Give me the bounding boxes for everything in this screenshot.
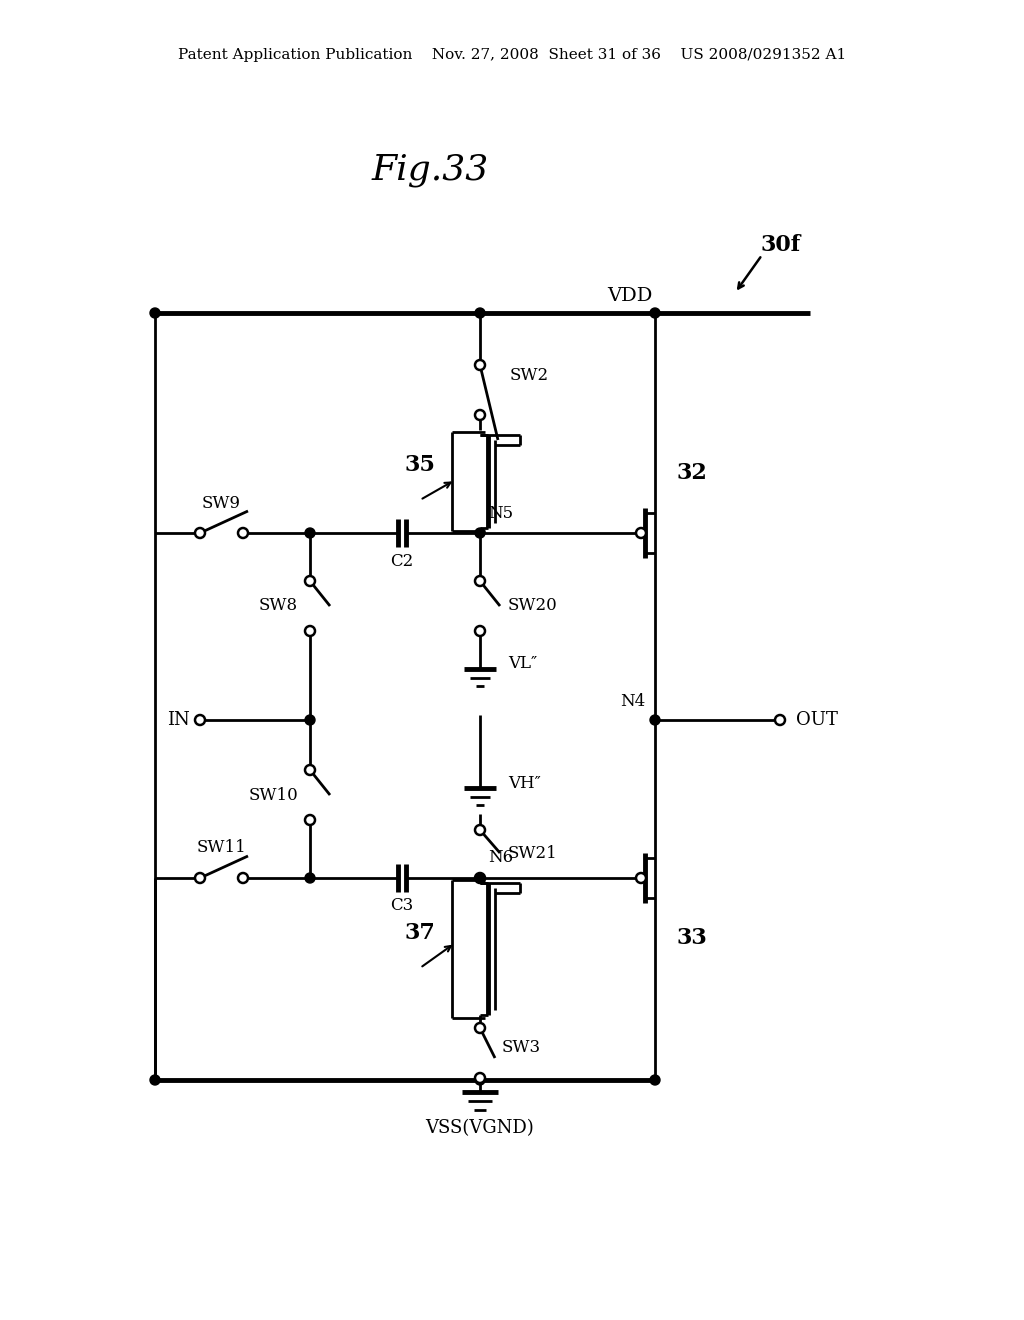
Circle shape — [475, 528, 485, 539]
Circle shape — [195, 715, 205, 725]
Text: IN: IN — [167, 711, 190, 729]
Circle shape — [305, 873, 315, 883]
Text: SW2: SW2 — [510, 367, 549, 384]
Text: SW21: SW21 — [508, 846, 558, 862]
Text: 35: 35 — [406, 454, 436, 477]
Circle shape — [475, 1074, 485, 1085]
Text: Fig.33: Fig.33 — [372, 153, 488, 187]
Circle shape — [475, 576, 485, 586]
Circle shape — [195, 873, 205, 883]
Text: SW9: SW9 — [202, 495, 241, 511]
Circle shape — [305, 576, 315, 586]
Circle shape — [475, 308, 485, 318]
Text: C2: C2 — [390, 553, 414, 569]
Text: OUT: OUT — [796, 711, 838, 729]
Text: C3: C3 — [390, 898, 414, 915]
Text: N5: N5 — [488, 504, 513, 521]
Circle shape — [150, 308, 160, 318]
Circle shape — [305, 626, 315, 636]
Circle shape — [475, 411, 485, 420]
Circle shape — [475, 873, 485, 883]
Text: SW11: SW11 — [197, 840, 246, 857]
Text: SW10: SW10 — [248, 787, 298, 804]
Circle shape — [305, 814, 315, 825]
Circle shape — [475, 1073, 485, 1082]
Circle shape — [195, 528, 205, 539]
Text: VH″: VH″ — [508, 775, 541, 792]
Text: 30f: 30f — [760, 234, 800, 256]
Text: SW20: SW20 — [508, 598, 558, 615]
Circle shape — [305, 715, 315, 725]
Text: VL″: VL″ — [508, 656, 538, 672]
Text: 33: 33 — [677, 927, 708, 949]
Circle shape — [238, 873, 248, 883]
Text: SW8: SW8 — [259, 598, 298, 615]
Text: N4: N4 — [620, 693, 645, 710]
Text: SW3: SW3 — [502, 1040, 541, 1056]
Circle shape — [305, 766, 315, 775]
Circle shape — [650, 715, 660, 725]
Text: 32: 32 — [677, 462, 708, 484]
Text: VSS(VGND): VSS(VGND) — [426, 1119, 535, 1137]
Circle shape — [650, 1074, 660, 1085]
Circle shape — [775, 715, 785, 725]
Circle shape — [475, 360, 485, 370]
Circle shape — [475, 626, 485, 636]
Circle shape — [238, 528, 248, 539]
Text: N6: N6 — [488, 850, 513, 866]
Circle shape — [636, 873, 646, 883]
Text: VDD: VDD — [607, 286, 652, 305]
Circle shape — [305, 528, 315, 539]
Circle shape — [150, 1074, 160, 1085]
Circle shape — [475, 873, 485, 883]
Circle shape — [475, 1023, 485, 1034]
Circle shape — [650, 308, 660, 318]
Circle shape — [475, 825, 485, 836]
Text: Patent Application Publication    Nov. 27, 2008  Sheet 31 of 36    US 2008/02913: Patent Application Publication Nov. 27, … — [178, 48, 846, 62]
Text: 37: 37 — [406, 921, 436, 944]
Circle shape — [636, 528, 646, 539]
